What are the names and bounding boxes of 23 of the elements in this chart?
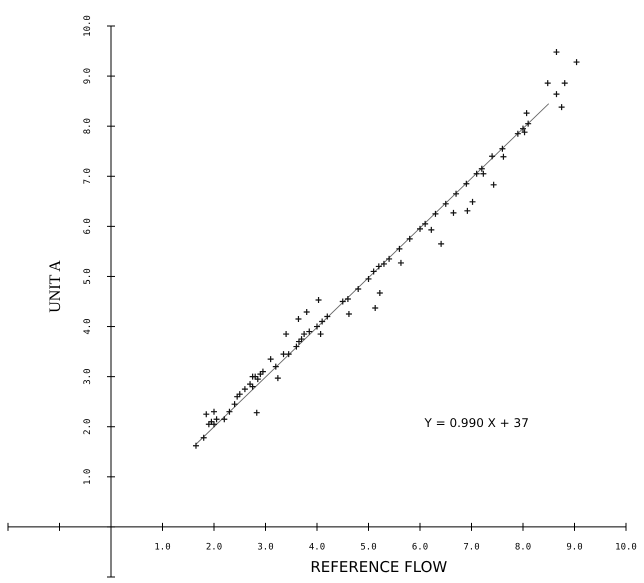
x-tick-label: 8.0 bbox=[514, 542, 532, 552]
y-tick-label: 9.0 bbox=[82, 68, 93, 84]
y-tick-label: 6.0 bbox=[82, 218, 93, 234]
x-axis-title: REFERENCE FLOW bbox=[310, 558, 448, 576]
y-tick-label: 4.0 bbox=[82, 318, 93, 335]
y-tick-label: 2.0 bbox=[82, 418, 93, 435]
y-tick-label: 1.0 bbox=[82, 468, 93, 485]
x-tick-label: 3.0 bbox=[257, 542, 274, 552]
x-tick-label: 5.0 bbox=[360, 542, 377, 552]
x-tick-label: 2.0 bbox=[206, 542, 222, 552]
x-tick-label: 1.0 bbox=[154, 542, 171, 552]
y-tick-label: 7.0 bbox=[82, 168, 93, 184]
x-tick-label: 10.0 bbox=[615, 542, 637, 552]
x-tick-label: 4.0 bbox=[308, 542, 326, 552]
y-tick-label: 5.0 bbox=[82, 268, 93, 285]
y-tick-label: 8.0 bbox=[82, 118, 93, 134]
x-tick-label: 7.0 bbox=[463, 542, 480, 552]
x-tick-label: 6.0 bbox=[412, 542, 428, 552]
y-axis-title: UNIT A bbox=[47, 260, 64, 313]
x-tick-label: 9.0 bbox=[566, 542, 583, 552]
y-tick-label: 10.0 bbox=[82, 15, 93, 37]
annotation: Y = 0.990 X + 37 bbox=[423, 416, 529, 430]
y-tick-label: 3.0 bbox=[82, 368, 93, 385]
